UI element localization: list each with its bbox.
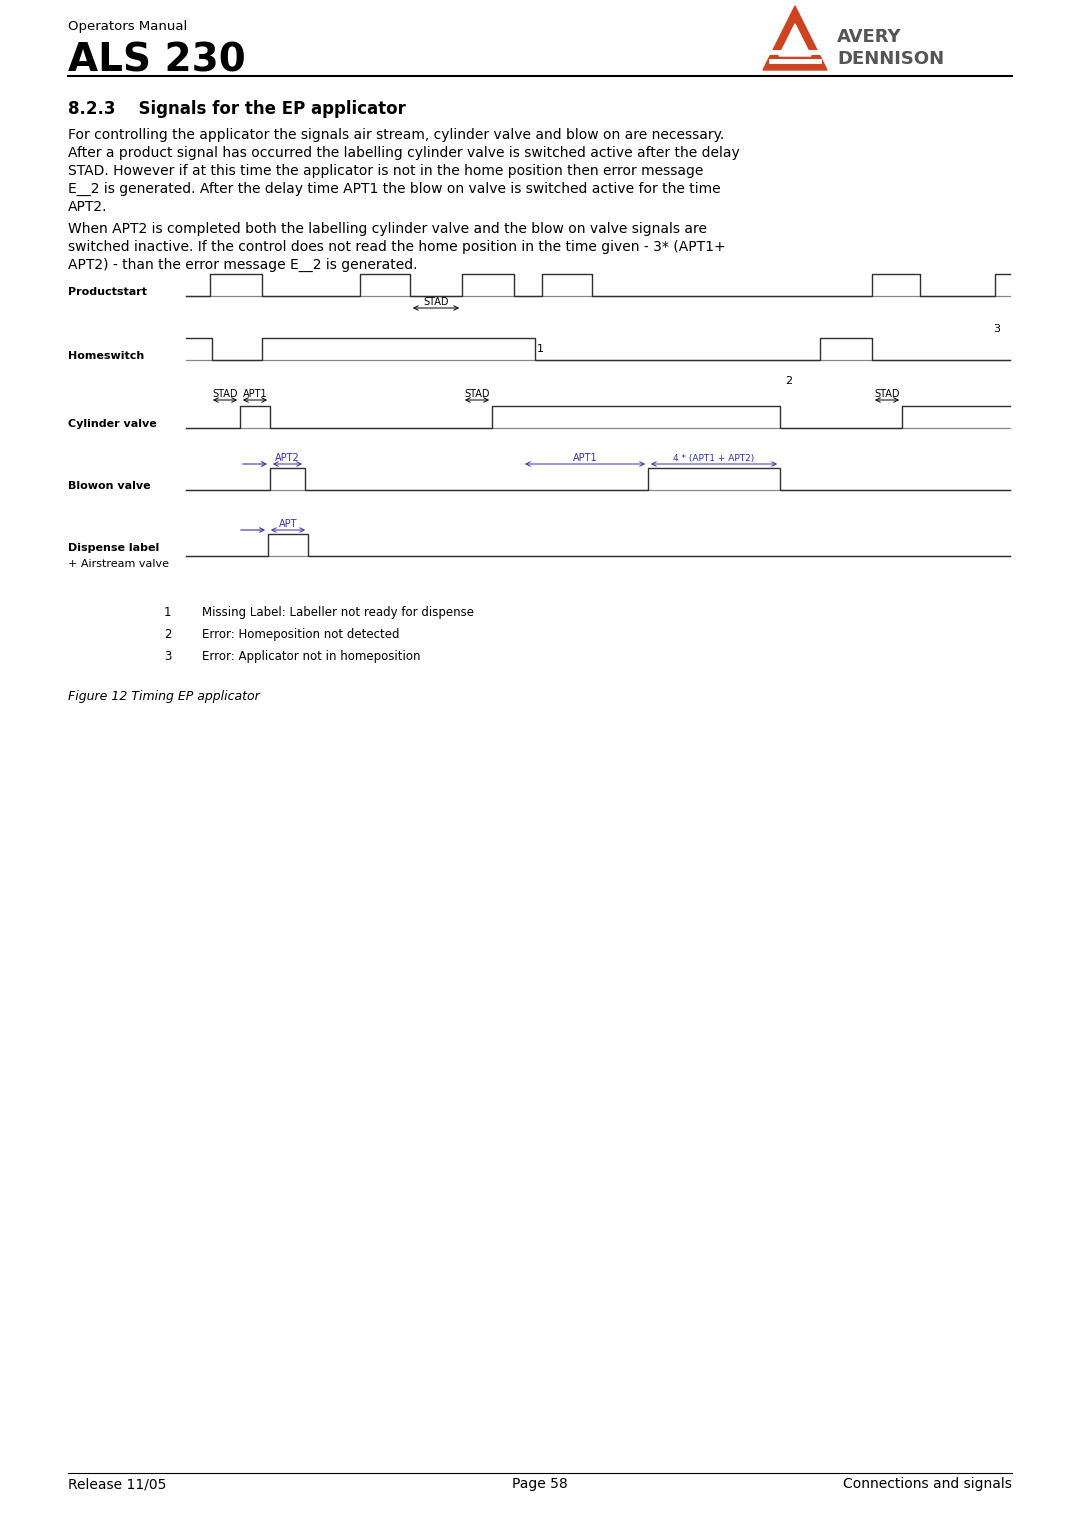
Text: Page 58: Page 58 — [512, 1478, 568, 1491]
Text: ALS 230: ALS 230 — [68, 41, 246, 79]
Text: 3: 3 — [993, 324, 1000, 335]
Polygon shape — [779, 24, 811, 57]
Text: Error: Applicator not in homeposition: Error: Applicator not in homeposition — [202, 649, 420, 663]
Text: Error: Homeposition not detected: Error: Homeposition not detected — [202, 628, 400, 642]
Text: STAD: STAD — [423, 296, 449, 307]
Text: Blowon valve: Blowon valve — [68, 481, 150, 490]
Text: For controlling the applicator the signals air stream, cylinder valve and blow o: For controlling the applicator the signa… — [68, 128, 725, 142]
Text: STAD: STAD — [464, 390, 489, 399]
Text: APT: APT — [279, 520, 297, 529]
Text: APT1: APT1 — [243, 390, 268, 399]
Text: After a product signal has occurred the labelling cylinder valve is switched act: After a product signal has occurred the … — [68, 147, 740, 160]
Text: 4 * (APT1 + APT2): 4 * (APT1 + APT2) — [673, 454, 755, 463]
Text: Release 11/05: Release 11/05 — [68, 1478, 166, 1491]
Text: 8.2.3    Signals for the EP applicator: 8.2.3 Signals for the EP applicator — [68, 99, 406, 118]
Text: Connections and signals: Connections and signals — [843, 1478, 1012, 1491]
Text: 3: 3 — [164, 649, 172, 663]
Text: STAD: STAD — [213, 390, 238, 399]
Text: STAD: STAD — [874, 390, 900, 399]
Text: Homeswitch: Homeswitch — [68, 351, 145, 361]
Text: switched inactive. If the control does not read the home position in the time gi: switched inactive. If the control does n… — [68, 240, 726, 254]
Text: E__2 is generated. After the delay time APT1 the blow on valve is switched activ: E__2 is generated. After the delay time … — [68, 182, 720, 196]
Text: APT1: APT1 — [572, 452, 597, 463]
Text: APT2: APT2 — [274, 452, 299, 463]
Text: AVERY: AVERY — [837, 28, 902, 46]
Text: + Airstream valve: + Airstream valve — [68, 559, 168, 568]
Text: APT2.: APT2. — [68, 200, 108, 214]
Text: DENNISON: DENNISON — [837, 50, 944, 69]
Text: When APT2 is completed both the labelling cylinder valve and the blow on valve s: When APT2 is completed both the labellin… — [68, 222, 707, 235]
Text: 1: 1 — [164, 607, 172, 619]
Text: Figure 12 Timing EP applicator: Figure 12 Timing EP applicator — [68, 691, 260, 703]
Text: Cylinder valve: Cylinder valve — [68, 419, 157, 429]
Text: STAD. However if at this time the applicator is not in the home position then er: STAD. However if at this time the applic… — [68, 163, 703, 177]
Text: Missing Label: Labeller not ready for dispense: Missing Label: Labeller not ready for di… — [202, 607, 474, 619]
Text: Productstart: Productstart — [68, 287, 147, 296]
Text: Operators Manual: Operators Manual — [68, 20, 187, 34]
Text: APT2) - than the error message E__2 is generated.: APT2) - than the error message E__2 is g… — [68, 258, 418, 272]
Text: 2: 2 — [785, 376, 792, 387]
Text: Dispense label: Dispense label — [68, 542, 159, 553]
Polygon shape — [762, 6, 827, 70]
Text: 1: 1 — [537, 344, 544, 354]
Text: 2: 2 — [164, 628, 172, 642]
